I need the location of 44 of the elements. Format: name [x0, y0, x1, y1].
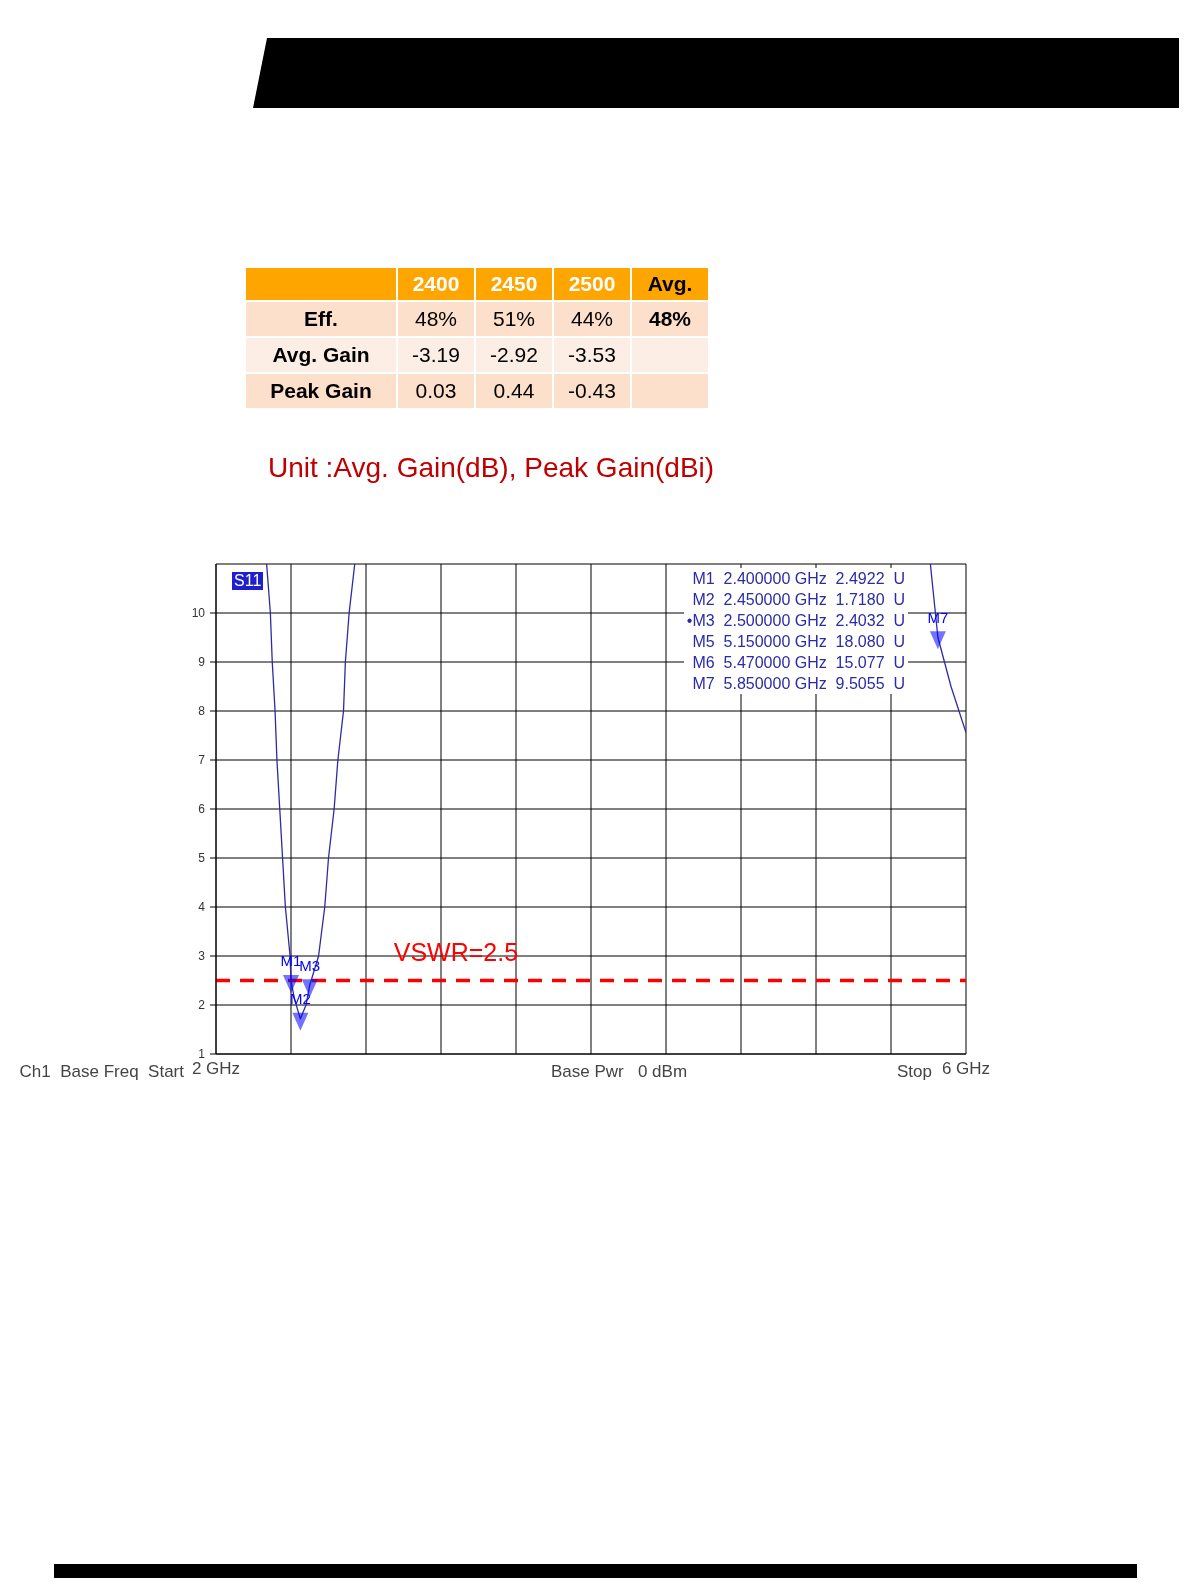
text: Base Pwr 0 dBm	[551, 1062, 688, 1082]
annotation: •M3 2.500000 GHz 2.4032 U	[686, 611, 905, 631]
annotation: M1 2.400000 GHz 2.4922 U	[691, 569, 905, 589]
text: 44%	[570, 307, 614, 330]
ref-line-label: VSWR=2.5	[393, 937, 519, 966]
text: -3.53	[568, 343, 616, 366]
text: 0.03	[415, 379, 457, 402]
text: -2.92	[490, 343, 538, 366]
annotation: M2 2.450000 GHz 1.7180 U	[691, 590, 905, 610]
text: 48%	[648, 307, 692, 330]
text: 51%	[492, 307, 536, 330]
y-tick-label: 2	[198, 998, 206, 1013]
y-tick-label: 1	[198, 1047, 206, 1062]
category-label: 2500	[553, 267, 631, 301]
text: -3.19	[412, 343, 460, 366]
y-tick-label: 7	[198, 753, 206, 768]
category-label: Avg. Gain	[272, 343, 370, 366]
annotation: M7 5.850000 GHz 9.5055 U	[691, 674, 905, 694]
text: 48%	[414, 307, 458, 330]
category-label: Avg.	[631, 267, 709, 301]
text: Stop	[897, 1062, 932, 1082]
text: -0.43	[568, 379, 616, 402]
text: Unit :Avg. Gain(dB), Peak Gain(dBi)	[268, 452, 715, 484]
category-label: 2450	[475, 267, 553, 301]
x-tick-label: 2 GHz	[191, 1059, 241, 1079]
y-tick-label: 6	[198, 802, 206, 817]
y-tick-label: 10	[191, 606, 206, 621]
annotation: M6 5.470000 GHz 15.077 U	[691, 653, 905, 673]
y-tick-label: 9	[198, 655, 206, 670]
category-label: 2400	[397, 267, 475, 301]
point	[292, 1012, 309, 1031]
point	[283, 974, 299, 993]
x-tick-label: 6 GHz	[941, 1059, 991, 1079]
y-tick-label: 5	[198, 851, 206, 866]
category-label: Eff.	[304, 307, 338, 330]
y-tick-label: 8	[198, 704, 206, 719]
y-tick-label: 4	[198, 900, 206, 915]
text: 0.44	[493, 379, 535, 402]
text: Ch1 Base Freq Start	[19, 1062, 184, 1082]
category-label: Peak Gain	[270, 379, 372, 402]
annotation: S11	[232, 572, 264, 590]
annotation: M5 5.150000 GHz 18.080 U	[691, 632, 905, 652]
point	[929, 631, 946, 650]
y-tick-label: 3	[198, 949, 206, 964]
